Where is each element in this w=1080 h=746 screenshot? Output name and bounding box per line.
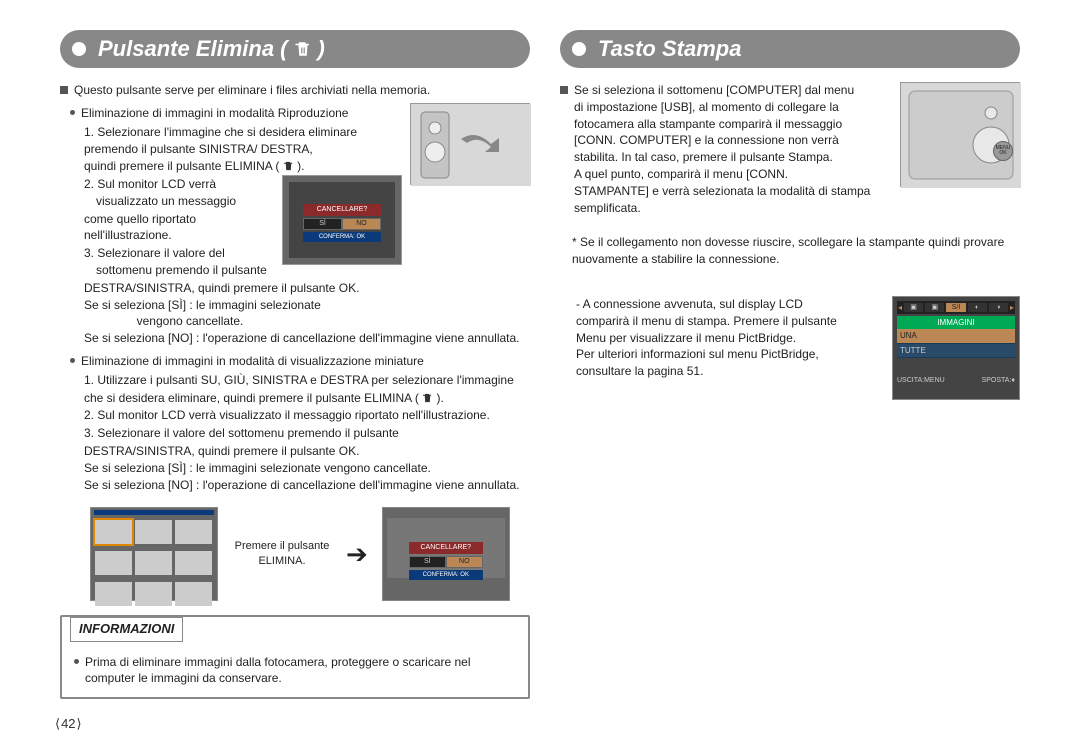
right-section-header: Tasto Stampa bbox=[560, 30, 1020, 68]
right-note: * Se il collegamento non dovesse riuscir… bbox=[560, 234, 1020, 268]
menu-ok-button-icon: MENU OK bbox=[993, 141, 1013, 161]
lcd-dialog-illustration-2: CANCELLARE? SÌ NO CONFERMA: OK bbox=[382, 507, 510, 601]
s2-step1: 1. Utilizzare i pulsanti SU, GIÙ, SINIST… bbox=[72, 372, 530, 389]
lcd-dialog-illustration: CANCELLARE? SÌ NO CONFERMA: OK bbox=[282, 175, 402, 265]
thumbnail-strip: Premere il pulsante ELIMINA. ➔ CANCELLAR… bbox=[90, 507, 530, 601]
info-label: INFORMAZIONI bbox=[70, 617, 183, 641]
arrow-right-icon: ➔ bbox=[346, 536, 368, 572]
menu-row: TUTTE bbox=[897, 344, 1015, 358]
left-title-end: ) bbox=[318, 36, 325, 62]
menu-footer-left: USCITA:MENU bbox=[897, 376, 945, 386]
page-number: 42 bbox=[55, 716, 82, 732]
trash-icon bbox=[422, 392, 433, 404]
dialog-no: NO bbox=[342, 218, 381, 230]
trash-icon bbox=[283, 160, 294, 172]
trash-icon bbox=[294, 39, 312, 59]
camera-illustration-2: MENU OK bbox=[900, 82, 1020, 187]
menu-header: IMMAGINI bbox=[897, 316, 1015, 329]
menu-row-selected: UNA bbox=[897, 329, 1015, 343]
s2-step3: 3. Selezionare il valore del sottomenu p… bbox=[72, 425, 530, 442]
left-title: Pulsante Elimina ( bbox=[98, 36, 288, 62]
strip-caption: Premere il pulsante ELIMINA. bbox=[232, 539, 332, 570]
intro-text: Questo pulsante serve per eliminare i fi… bbox=[60, 82, 530, 99]
menu-footer-right: SPOSTA:♦ bbox=[982, 376, 1015, 386]
pictbridge-menu-illustration: ◂ ▣ ▣ S/I ◐ ◑ ▸ IMMAGINI UNA TUTTE USCIT bbox=[892, 296, 1020, 400]
sec2-title: Eliminazione di immagini in modalità di … bbox=[70, 353, 530, 370]
thumbnail-grid bbox=[90, 507, 218, 601]
info-box: INFORMAZIONI Prima di eliminare immagini… bbox=[60, 615, 530, 699]
camera-illustration-1 bbox=[410, 103, 530, 185]
dialog-yes: SÌ bbox=[303, 218, 342, 230]
right-p1: Se si seleziona il sottomenu [COMPUTER] … bbox=[560, 82, 892, 216]
left-section-header: Pulsante Elimina ( ) bbox=[60, 30, 530, 68]
sec1-title: Eliminazione di immagini in modalità Rip… bbox=[70, 105, 402, 122]
info-body: Prima di eliminare immagini dalla fotoca… bbox=[74, 654, 516, 688]
s2-step2: 2. Sul monitor LCD verrà visualizzato il… bbox=[72, 407, 530, 424]
right-title: Tasto Stampa bbox=[598, 36, 741, 62]
